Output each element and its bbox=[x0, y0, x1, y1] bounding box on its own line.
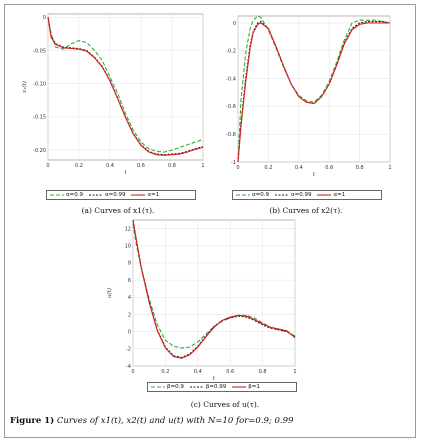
caption-a: (a) Curves of x1(τ). bbox=[81, 206, 155, 215]
legend-swatch bbox=[317, 194, 332, 196]
legend-label: β=1 bbox=[248, 384, 260, 390]
y-tick-label: -0.8 bbox=[226, 132, 236, 138]
y-tick-label: -4 bbox=[126, 364, 131, 370]
y-tick-label: -0.4 bbox=[226, 76, 236, 82]
y-tick-label: -0.15 bbox=[33, 115, 46, 121]
x-tick-label: 0.2 bbox=[75, 163, 83, 169]
x-tick-label: 0.2 bbox=[264, 165, 272, 171]
legend-label: α=0.9 bbox=[252, 192, 269, 198]
legend-item: β=1 bbox=[232, 384, 260, 390]
figure-caption: Figure 1) Curves of x1(t), x2(t) and u(t… bbox=[10, 416, 293, 426]
legend-label: α=1 bbox=[147, 192, 160, 198]
y-tick-label: 2 bbox=[128, 312, 131, 318]
legend-item: α=0.99 bbox=[88, 192, 126, 198]
legend-swatch bbox=[232, 386, 247, 388]
x-tick-label: 0 bbox=[236, 165, 239, 171]
y-tick-label: -2 bbox=[126, 347, 131, 353]
x-axis-label: t bbox=[213, 376, 216, 382]
series-line bbox=[132, 219, 296, 359]
legend-label: β=0.9 bbox=[167, 384, 184, 390]
x-axis-label: t bbox=[124, 170, 127, 176]
legend-item: β=0.99 bbox=[189, 384, 227, 390]
x-tick-label: 0.4 bbox=[106, 163, 114, 169]
y-tick-label: 6 bbox=[128, 278, 131, 284]
y-axis-label: u(t) bbox=[106, 288, 113, 298]
x-tick-label: 0.8 bbox=[168, 163, 176, 169]
y-tick-label: -0.6 bbox=[226, 104, 236, 110]
y-tick-label: 8 bbox=[128, 261, 131, 267]
legend-label: α=0.9 bbox=[66, 192, 83, 198]
legend-c: β=0.9 β=0.99 β=1 bbox=[147, 382, 297, 392]
legend-item: α=1 bbox=[317, 192, 345, 198]
x-tick-label: 0.6 bbox=[325, 165, 333, 171]
series-line bbox=[47, 17, 204, 156]
legend-item: β=0.9 bbox=[151, 384, 184, 390]
y-tick-label: 12 bbox=[125, 226, 131, 232]
chart-u: 0 0.2 0.4 0.6 0.8 1 12 10 8 6 4 2 0 -2 -4 t u(t) bbox=[106, 219, 297, 382]
y-tick-label: 4 bbox=[128, 295, 131, 301]
chart-x1: 0 0.2 0.4 0.6 0.8 1 0 -0.05 -0.10 -0.15 -0.20 t x₁(t… bbox=[21, 13, 205, 176]
x-tick-label: 0.6 bbox=[226, 369, 234, 375]
y-tick-label: 0 bbox=[128, 329, 131, 335]
legend-item: α=1 bbox=[131, 192, 159, 198]
plot-area bbox=[47, 13, 204, 161]
legend-swatch bbox=[131, 194, 146, 196]
x-tick-label: 0.2 bbox=[161, 369, 169, 375]
series-line bbox=[237, 15, 391, 163]
x-tick-label: 0 bbox=[131, 369, 134, 375]
figure-label: Figure 1) bbox=[10, 416, 55, 426]
y-tick-label: -0.20 bbox=[33, 148, 46, 154]
legend-label: α=1 bbox=[333, 192, 346, 198]
x-tick-label: 0 bbox=[46, 163, 49, 169]
legend-item: α=0.9 bbox=[50, 192, 83, 198]
legend-label: β=0.99 bbox=[205, 384, 227, 390]
y-tick-label: -0.2 bbox=[226, 49, 236, 55]
chart-x2: 0 0.2 0.4 0.6 0.8 1 0 -0.2 -0.4 -0.6 -0.8 -1 t bbox=[226, 15, 392, 178]
y-axis-label: x₁(t) bbox=[21, 81, 28, 93]
x-axis-label: t bbox=[313, 172, 316, 178]
x-tick-label: 0.4 bbox=[194, 369, 202, 375]
legend-swatch bbox=[236, 194, 250, 196]
legend-label: α=0.99 bbox=[290, 192, 312, 198]
legend-swatch bbox=[151, 386, 165, 388]
figure-text: Curves of x1(t), x2(t) and u(t) with N=1… bbox=[56, 416, 294, 426]
legend-item: α=0.9 bbox=[236, 192, 269, 198]
legend-swatch bbox=[88, 194, 103, 196]
legend-a: α=0.9 α=0.99 α=1 bbox=[46, 190, 196, 200]
x-tick-label: 0.6 bbox=[137, 163, 145, 169]
plot-area bbox=[132, 219, 296, 367]
legend-item: α=0.99 bbox=[274, 192, 312, 198]
y-tick-label: -0.10 bbox=[33, 81, 46, 87]
caption-b: (b) Curves of x2(τ). bbox=[269, 206, 343, 215]
x-tick-label: 1 bbox=[201, 163, 204, 169]
x-tick-label: 0.4 bbox=[295, 165, 303, 171]
x-tick-label: 0.8 bbox=[259, 369, 267, 375]
legend-label: α=0.99 bbox=[104, 192, 126, 198]
y-tick-label: 0 bbox=[233, 21, 236, 27]
y-tick-label: -0.05 bbox=[33, 48, 46, 54]
y-tick-label: -1 bbox=[231, 160, 236, 166]
plot-area bbox=[237, 15, 391, 163]
caption-c: (c) Curves of u(τ). bbox=[190, 400, 260, 409]
x-tick-label: 1 bbox=[293, 369, 296, 375]
legend-b: α=0.9 α=0.99 α=1 bbox=[232, 190, 382, 200]
figure-frame bbox=[4, 4, 416, 438]
y-tick-label: 10 bbox=[125, 244, 131, 250]
legend-swatch bbox=[50, 194, 64, 196]
x-tick-label: 1 bbox=[388, 165, 391, 171]
legend-swatch bbox=[274, 194, 289, 196]
series-line bbox=[237, 22, 390, 163]
legend-swatch bbox=[189, 386, 204, 388]
y-tick-label: 0 bbox=[43, 15, 46, 21]
series-line bbox=[47, 17, 204, 153]
x-tick-label: 0.8 bbox=[356, 165, 364, 171]
